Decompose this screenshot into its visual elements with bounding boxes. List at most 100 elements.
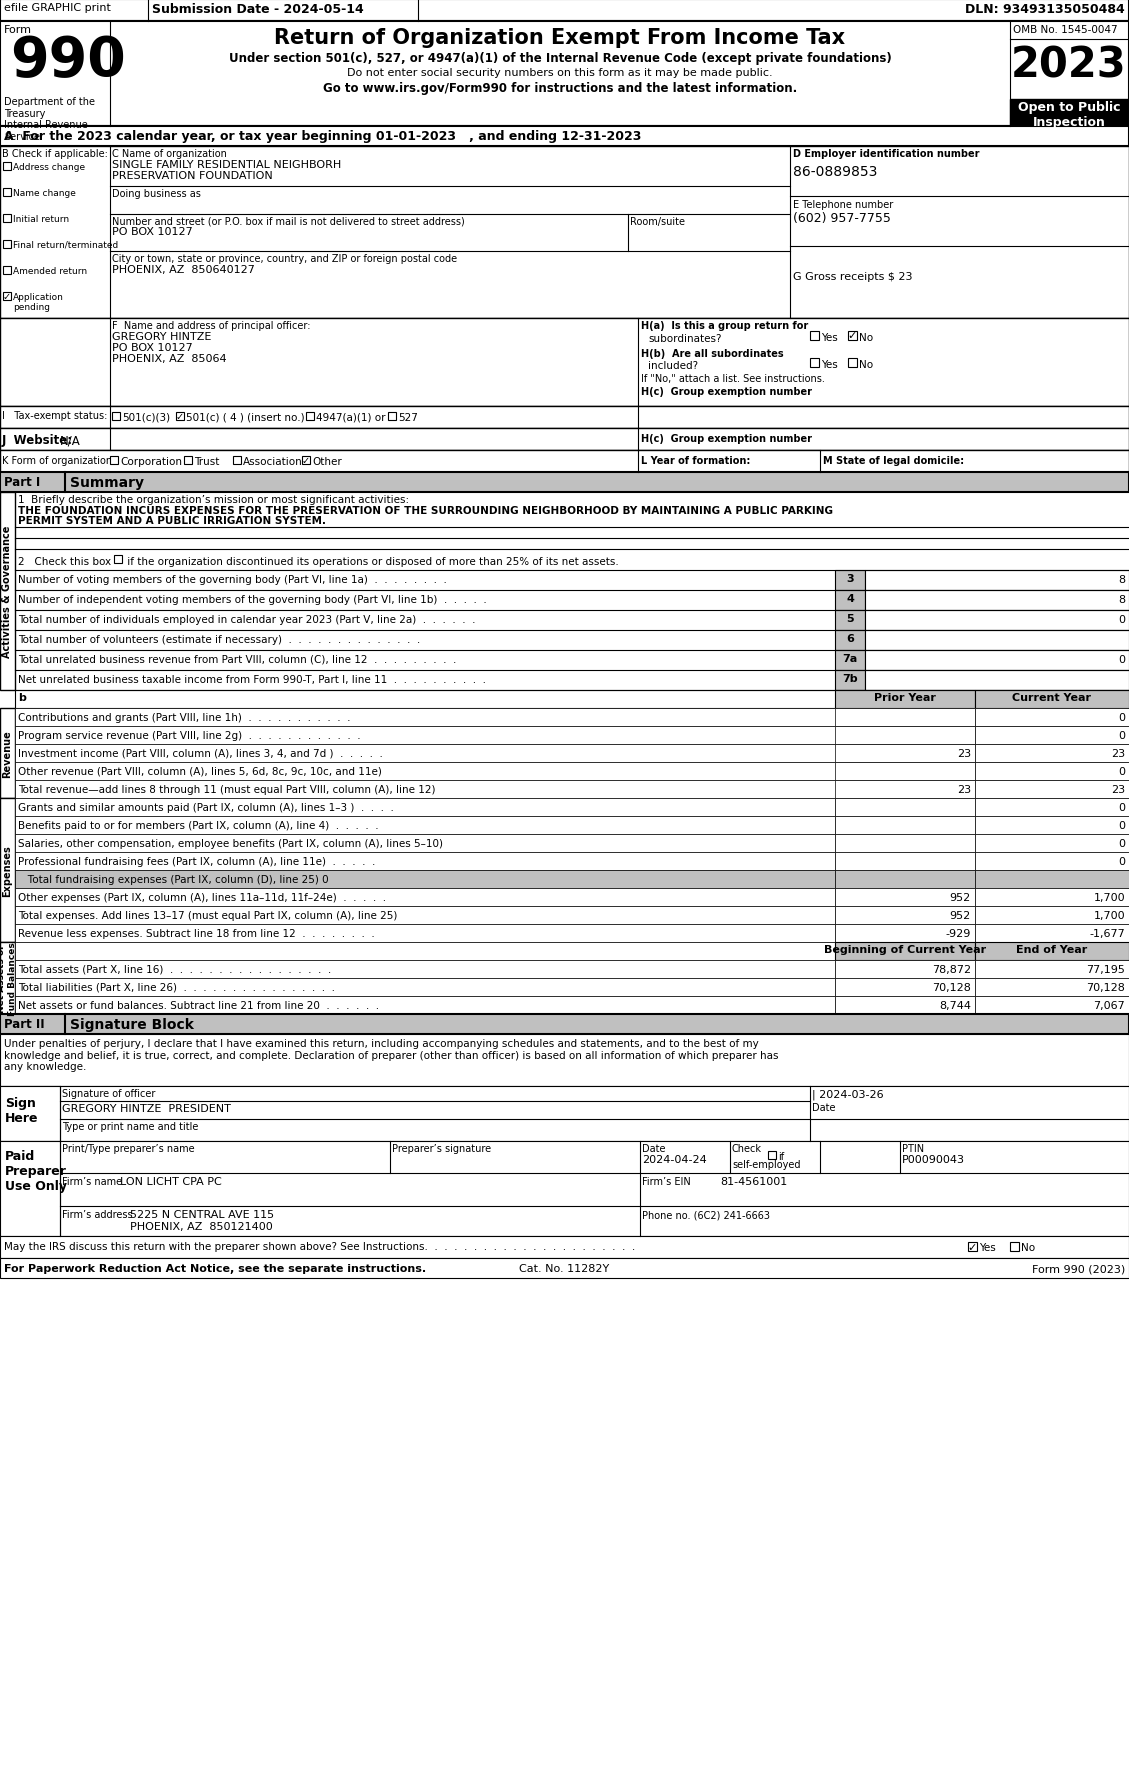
Text: 4: 4 (846, 593, 854, 604)
Bar (15, 852, 835, 871)
Bar (835, 978, 975, 996)
Bar (975, 925, 1129, 943)
Bar (975, 709, 1129, 727)
Text: 23: 23 (957, 784, 971, 795)
Text: Form 990 (2023): Form 990 (2023) (1032, 1263, 1124, 1274)
Text: DLN: 93493135050484: DLN: 93493135050484 (965, 4, 1124, 16)
Text: No: No (1021, 1242, 1035, 1253)
Bar (15, 960, 835, 978)
Bar (112, 413, 120, 421)
Text: Submission Date - 2024-05-14: Submission Date - 2024-05-14 (152, 4, 364, 16)
Text: 1,700: 1,700 (1093, 911, 1124, 921)
Text: Program service revenue (Part VIII, line 2g)  .  .  .  .  .  .  .  .  .  .  .  .: Program service revenue (Part VIII, line… (18, 731, 360, 741)
Bar (0, 406, 1129, 429)
Bar (975, 871, 1129, 889)
Text: 1,700: 1,700 (1093, 893, 1124, 902)
Text: 2   Check this box: 2 Check this box (18, 556, 111, 567)
Text: 0: 0 (1118, 713, 1124, 722)
Text: Phone no. (6C2) 241-6663: Phone no. (6C2) 241-6663 (642, 1210, 770, 1219)
Text: 1  Briefly describe the organization’s mission or most significant activities:: 1 Briefly describe the organization’s mi… (18, 495, 409, 504)
Bar (0, 798, 15, 943)
Text: Other expenses (Part IX, column (A), lines 11a–11d, 11f–24e)  .  .  .  .  .: Other expenses (Part IX, column (A), lin… (18, 893, 386, 902)
Text: -929: -929 (946, 928, 971, 939)
Text: Signature Block: Signature Block (70, 1018, 194, 1032)
Text: I   Tax-exempt status:: I Tax-exempt status: (2, 412, 107, 421)
Bar (835, 781, 975, 798)
Text: J  Website:: J Website: (2, 433, 73, 447)
Text: 8: 8 (1118, 595, 1124, 604)
Text: Open to Public
Inspection: Open to Public Inspection (1017, 102, 1120, 128)
Text: Cat. No. 11282Y: Cat. No. 11282Y (519, 1263, 610, 1274)
Text: 70,128: 70,128 (1086, 982, 1124, 993)
Text: M State of legal domicile:: M State of legal domicile: (823, 456, 964, 465)
Text: 7a: 7a (842, 654, 858, 663)
Bar (388, 413, 396, 421)
Text: Grants and similar amounts paid (Part IX, column (A), lines 1–3 )  .  .  .  .: Grants and similar amounts paid (Part IX… (18, 802, 394, 813)
Bar (975, 889, 1129, 907)
Text: H(a)  Is this a group return for: H(a) Is this a group return for (641, 321, 808, 331)
Bar (15, 816, 835, 834)
Bar (835, 570, 865, 590)
Text: H(b)  Are all subordinates: H(b) Are all subordinates (641, 349, 784, 358)
Bar (0, 1034, 1129, 1087)
Text: P00090043: P00090043 (902, 1155, 965, 1164)
Text: Firm’s EIN: Firm’s EIN (642, 1176, 691, 1187)
Text: PHOENIX, AZ  850121400: PHOENIX, AZ 850121400 (130, 1221, 273, 1231)
Text: 0: 0 (1118, 766, 1124, 777)
Bar (3, 292, 11, 301)
Bar (835, 650, 865, 670)
Bar (848, 358, 857, 367)
Text: 0: 0 (1118, 731, 1124, 741)
Text: 4947(a)(1) or: 4947(a)(1) or (316, 413, 385, 422)
Text: PTIN: PTIN (902, 1144, 925, 1153)
Text: Yes: Yes (979, 1242, 996, 1253)
Bar (835, 871, 975, 889)
Text: Total fundraising expenses (Part IX, column (D), line 25) 0: Total fundraising expenses (Part IX, col… (18, 875, 329, 884)
Bar (301, 456, 310, 465)
Bar (835, 852, 975, 871)
Bar (0, 1140, 60, 1237)
Text: C Name of organization: C Name of organization (112, 150, 227, 159)
Text: 23: 23 (1111, 784, 1124, 795)
Bar (0, 1087, 60, 1140)
Text: Check: Check (732, 1144, 762, 1153)
Text: ✓: ✓ (176, 412, 184, 422)
Text: Return of Organization Exempt From Income Tax: Return of Organization Exempt From Incom… (274, 29, 846, 48)
Text: Corporation: Corporation (120, 456, 182, 467)
Bar (975, 852, 1129, 871)
Text: 6: 6 (846, 634, 854, 643)
Bar (975, 943, 1129, 960)
Bar (975, 978, 1129, 996)
Text: Part II: Part II (5, 1018, 45, 1030)
Text: -1,677: -1,677 (1089, 928, 1124, 939)
Text: Number of independent voting members of the governing body (Part VI, line 1b)  .: Number of independent voting members of … (18, 595, 487, 604)
Bar (3, 241, 11, 249)
Bar (184, 456, 192, 465)
Text: F  Name and address of principal officer:: F Name and address of principal officer: (112, 321, 310, 331)
Bar (865, 590, 1129, 611)
Text: 23: 23 (957, 748, 971, 759)
Text: H(c)  Group exemption number: H(c) Group exemption number (641, 387, 812, 397)
Bar (975, 781, 1129, 798)
Text: Salaries, other compensation, employee benefits (Part IX, column (A), lines 5–10: Salaries, other compensation, employee b… (18, 839, 443, 848)
Text: 7b: 7b (842, 674, 858, 684)
Text: 501(c) ( 4 ) (insert no.): 501(c) ( 4 ) (insert no.) (186, 413, 305, 422)
Text: LON LICHT CPA PC: LON LICHT CPA PC (120, 1176, 221, 1187)
Text: Total revenue—add lines 8 through 11 (must equal Part VIII, column (A), line 12): Total revenue—add lines 8 through 11 (mu… (18, 784, 436, 795)
Bar (975, 996, 1129, 1014)
Bar (835, 816, 975, 834)
Text: 0: 0 (1118, 654, 1124, 665)
Text: Professional fundraising fees (Part IX, column (A), line 11e)  .  .  .  .  .: Professional fundraising fees (Part IX, … (18, 857, 375, 866)
Bar (835, 670, 865, 691)
Text: Number of voting members of the governing body (Part VI, line 1a)  .  .  .  .  .: Number of voting members of the governin… (18, 574, 447, 584)
Text: Amended return: Amended return (14, 267, 87, 276)
Bar (1010, 100, 1129, 127)
Text: Summary: Summary (70, 476, 145, 490)
Text: 501(c)(3): 501(c)(3) (122, 413, 170, 422)
Bar (975, 763, 1129, 781)
Text: May the IRS discuss this return with the preparer shown above? See Instructions.: May the IRS discuss this return with the… (5, 1242, 636, 1251)
Text: | 2024-03-26: | 2024-03-26 (812, 1089, 884, 1099)
Bar (975, 798, 1129, 816)
Bar (15, 834, 835, 852)
Bar (15, 763, 1129, 781)
